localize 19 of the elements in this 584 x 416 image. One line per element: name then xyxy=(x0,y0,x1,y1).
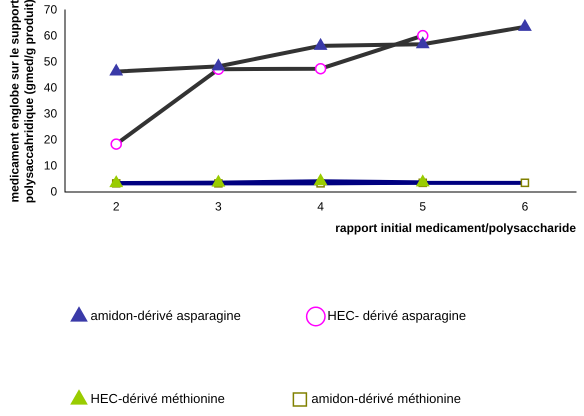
legend-label: HEC- dérivé asparagine xyxy=(327,308,466,324)
x-tick-label: 4 xyxy=(317,200,324,214)
y-axis-title: medicament englobe sur le support polysaccahridique (gmed/g produit) xyxy=(8,0,36,204)
y-tick-label: 40 xyxy=(44,80,58,95)
y-tick-label: 20 xyxy=(44,132,58,147)
x-tick-label: 2 xyxy=(112,200,120,214)
x-tick-label: 3 xyxy=(215,200,222,214)
y-tick-label: 10 xyxy=(44,158,58,173)
y-tick-label: 0 xyxy=(50,184,58,199)
y-tick-label: 70 xyxy=(44,2,58,17)
y-tick-label: 60 xyxy=(44,28,58,43)
legend-label: amidon-dérivé asparagine xyxy=(90,308,241,324)
y-tick-label: 50 xyxy=(44,54,58,69)
legend-label: HEC-dérivé méthionine xyxy=(90,391,225,406)
x-tick-label: 6 xyxy=(522,200,529,214)
y-tick-label: 30 xyxy=(44,106,58,121)
x-tick-label: 5 xyxy=(419,200,426,214)
legend-label: amidon-dérivé méthionine xyxy=(311,391,461,406)
x-axis-title: rapport initial medicament/polysaccharide xyxy=(335,221,576,236)
